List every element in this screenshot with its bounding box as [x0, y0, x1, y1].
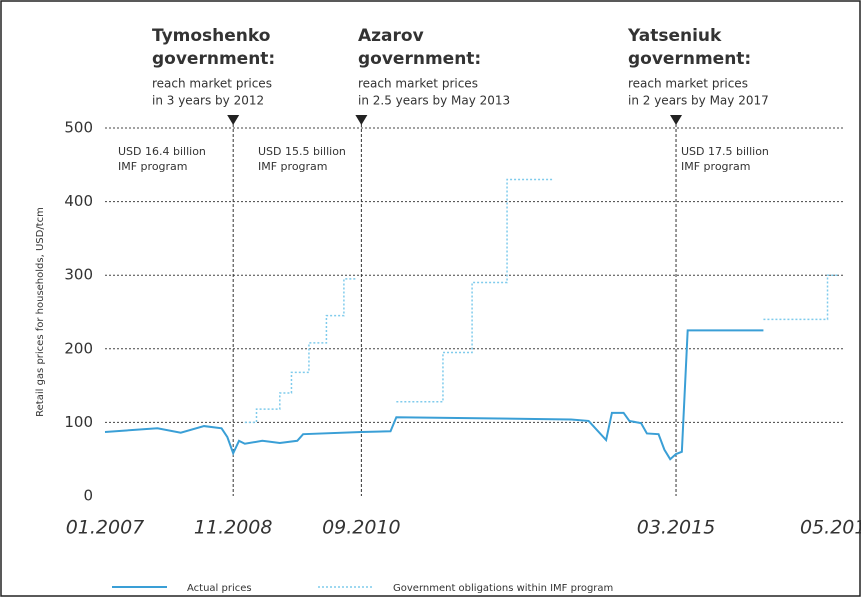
annotation-title: Tymoshenko: [152, 26, 270, 46]
y-tick-label: 400: [64, 192, 93, 210]
program-note: USD 17.5 billion: [681, 145, 769, 158]
y-tick-label: 300: [64, 266, 93, 284]
y-axis-label: Retail gas prices for households, USD/tc…: [35, 207, 46, 417]
annotation-title: Azarov: [358, 26, 424, 46]
x-tick-label: 01.2007: [66, 517, 145, 539]
program-note: IMF program: [258, 160, 328, 173]
annotation-text: in 2 years by May 2017: [628, 94, 769, 108]
annotation-text: in 2.5 years by May 2013: [358, 94, 510, 108]
program-note: USD 16.4 billion: [118, 145, 206, 158]
program-note: IMF program: [681, 160, 751, 173]
event-marker: [670, 115, 683, 125]
annotation-title: government:: [628, 49, 751, 69]
y-tick-label: 0: [83, 487, 93, 505]
annotation-text: reach market prices: [358, 77, 478, 91]
x-tick-label: 05.2017: [800, 517, 861, 539]
annotation-text: reach market prices: [628, 77, 748, 91]
legend-label: Government obligations within IMF progra…: [393, 583, 613, 594]
event-marker: [355, 115, 368, 125]
annotation-title: Yatseniuk: [627, 26, 722, 46]
series-line: [104, 329, 764, 461]
x-tick-label: 09.2010: [322, 517, 401, 539]
annotation-text: reach market prices: [152, 77, 272, 91]
x-tick-label: 03.2015: [637, 517, 716, 539]
program-note: IMF program: [118, 160, 188, 173]
y-tick-label: 100: [64, 413, 93, 431]
x-tick-label: 11.2008: [194, 517, 273, 539]
legend-label: Actual prices: [187, 583, 252, 594]
series-line: [244, 178, 840, 424]
annotation-title: government:: [358, 49, 481, 69]
event-marker: [227, 115, 240, 125]
annotation-title: government:: [152, 49, 275, 69]
y-tick-label: 500: [64, 119, 93, 137]
y-tick-label: 200: [64, 339, 93, 357]
annotation-text: in 3 years by 2012: [152, 94, 264, 108]
program-note: USD 15.5 billion: [258, 145, 346, 158]
